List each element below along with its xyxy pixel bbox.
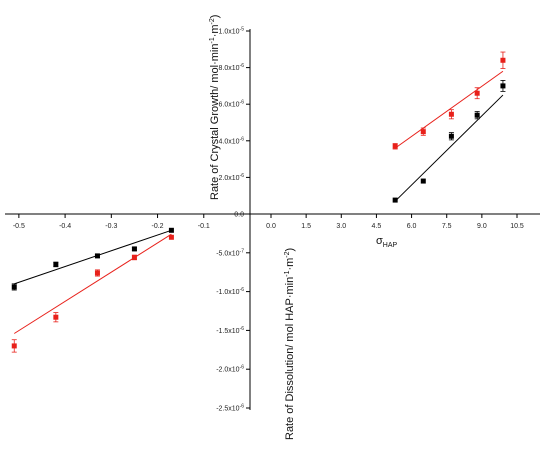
y-axis-top-title: Rate of Crystal Growth/ mol·min-1·m-2) xyxy=(209,15,221,200)
x-axis-title: σHAP xyxy=(376,235,398,249)
x-tick-label: -0.2 xyxy=(152,223,164,230)
x-tick-label: 3.0 xyxy=(336,223,346,230)
growth-data-point xyxy=(448,133,454,139)
fit-lines-layer xyxy=(13,70,504,334)
x-tick-label: 6.0 xyxy=(407,223,417,230)
y-tick-label: 6.0x10-6 xyxy=(219,100,245,109)
growth-data-point xyxy=(474,90,480,96)
growth-data-point xyxy=(420,178,426,184)
x-tick-label: 7.5 xyxy=(442,223,452,230)
growth-data-point xyxy=(392,197,398,203)
x-tick-label: 0.0 xyxy=(266,223,276,230)
dissolution-data-point xyxy=(168,234,174,240)
axes-layer: -0.5 -0.4 -0.3 -0.2 -0.1 0.0 1.5 3.0 4.5 6.0 7.5 9.… xyxy=(5,27,540,413)
growth-data-point xyxy=(474,112,480,118)
growth-data-point xyxy=(500,83,506,89)
dissolution-data-point xyxy=(11,343,17,349)
y-tick-label: -2.5x10-6 xyxy=(216,404,244,413)
y-tick-label: 0.0 xyxy=(234,212,244,219)
growth-data-point xyxy=(448,111,454,117)
dissolution-data-point xyxy=(94,253,100,259)
growth-fit-line xyxy=(394,94,504,202)
dissolution-fit-line xyxy=(14,229,172,285)
dissolution-data-point xyxy=(131,246,137,252)
x-tick-label: -0.1 xyxy=(198,223,210,230)
x-tick-label: 10.5 xyxy=(510,223,524,230)
y-tick-label: 8.0x10-6 xyxy=(219,63,245,72)
growth-data-point xyxy=(500,57,506,63)
y-tick-label: 4.0x10-6 xyxy=(219,136,245,145)
labels-layer: σHAP Rate of Crystal Growth/ mol·min-1·m… xyxy=(209,15,398,440)
x-tick-label: 9.0 xyxy=(477,223,487,230)
y-tick-label: 1.0x10-5 xyxy=(219,27,245,36)
y-tick-label: 2.0x10-6 xyxy=(219,173,245,182)
dissolution-data-point xyxy=(168,227,174,233)
data-points-layer xyxy=(11,51,506,353)
dissolution-data-point xyxy=(53,314,59,320)
x-tick-label: -0.5 xyxy=(13,223,25,230)
dissolution-data-point xyxy=(131,254,137,260)
y-tick-label: -1.0x10-6 xyxy=(216,287,244,296)
dissolution-data-point xyxy=(94,270,100,276)
growth-data-point xyxy=(392,143,398,149)
dissolution-fit-line xyxy=(13,233,172,334)
y-axis-bottom-title: Rate of Dissolution/ mol HAP·min-1·m-2) xyxy=(284,248,296,440)
dissolution-data-point xyxy=(11,284,17,290)
y-tick-label: -5.0x10-7 xyxy=(216,248,244,257)
growth-data-point xyxy=(420,129,426,135)
x-tick-label: 4.5 xyxy=(372,223,382,230)
x-tick-label: -0.4 xyxy=(59,223,71,230)
y-tick-label: -1.5x10-6 xyxy=(216,326,244,335)
y-tick-label: -2.0x10-6 xyxy=(216,365,244,374)
dissolution-data-point xyxy=(53,261,59,267)
x-tick-label: -0.3 xyxy=(105,223,117,230)
x-tick-label: 1.5 xyxy=(301,223,311,230)
